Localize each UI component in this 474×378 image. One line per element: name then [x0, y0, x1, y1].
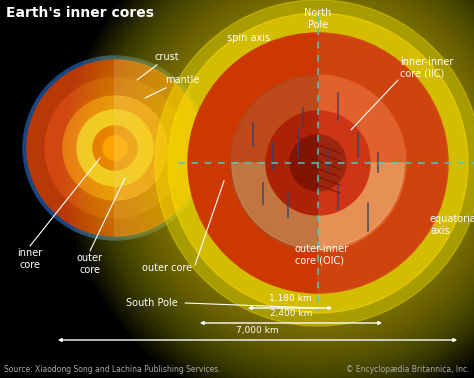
Circle shape	[63, 96, 167, 200]
Text: mantle: mantle	[145, 75, 200, 98]
Wedge shape	[232, 163, 404, 249]
Wedge shape	[318, 33, 448, 293]
Circle shape	[27, 60, 203, 236]
Text: © Encyclopædia Britannica, Inc.: © Encyclopædia Britannica, Inc.	[346, 365, 470, 374]
Text: 7,000 km: 7,000 km	[236, 326, 279, 335]
Text: 1,180 km: 1,180 km	[269, 294, 311, 303]
Text: 2,400 km: 2,400 km	[270, 309, 312, 318]
Circle shape	[23, 56, 207, 240]
Text: inner-inner
core (IIC): inner-inner core (IIC)	[400, 57, 453, 79]
Circle shape	[25, 58, 205, 238]
Circle shape	[266, 111, 370, 215]
Circle shape	[45, 78, 185, 218]
Wedge shape	[115, 60, 203, 236]
Text: Earth's inner cores: Earth's inner cores	[6, 6, 154, 20]
Text: spin axis: spin axis	[227, 33, 270, 43]
Text: inner
core: inner core	[18, 248, 43, 270]
Circle shape	[155, 0, 474, 326]
Text: North
Pole: North Pole	[304, 8, 332, 29]
Circle shape	[93, 126, 137, 170]
Wedge shape	[230, 75, 318, 251]
Text: outer-inner
core (OIC): outer-inner core (OIC)	[295, 244, 349, 266]
Wedge shape	[23, 56, 115, 240]
Text: outer
core: outer core	[77, 253, 103, 274]
Text: crust: crust	[137, 52, 180, 80]
Circle shape	[103, 136, 127, 160]
Text: outer core: outer core	[142, 263, 192, 273]
Circle shape	[290, 135, 346, 191]
Text: South Pole: South Pole	[126, 298, 178, 308]
Circle shape	[77, 110, 153, 186]
Circle shape	[168, 13, 468, 313]
Circle shape	[188, 33, 448, 293]
Text: equatorial
axis: equatorial axis	[430, 214, 474, 236]
Wedge shape	[115, 96, 167, 200]
Circle shape	[230, 75, 406, 251]
Text: Source: Xiaodong Song and Lachina Publishing Services.: Source: Xiaodong Song and Lachina Publis…	[4, 365, 220, 374]
